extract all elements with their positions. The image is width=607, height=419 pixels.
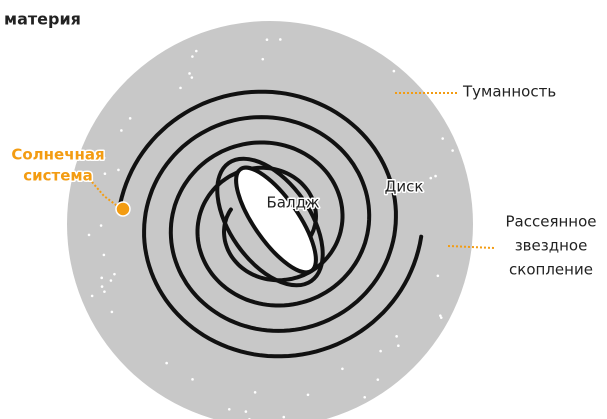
star <box>100 285 104 288</box>
star <box>109 279 113 282</box>
star <box>90 294 94 298</box>
star <box>279 38 282 41</box>
spiral-arms <box>116 89 424 359</box>
star <box>253 391 257 394</box>
solar-system-label: Солнечная <box>11 146 104 164</box>
star <box>87 233 91 237</box>
star <box>363 395 367 399</box>
spiral-arm <box>116 89 398 333</box>
star <box>379 349 382 353</box>
star <box>261 57 265 61</box>
stars <box>87 38 454 419</box>
star <box>341 367 344 371</box>
star <box>102 156 106 160</box>
star <box>195 49 198 53</box>
star <box>282 415 286 419</box>
bulge <box>234 165 318 275</box>
star <box>441 137 444 140</box>
cluster-label: скопление <box>509 261 593 279</box>
nebula-label: Туманность <box>462 83 556 101</box>
star <box>227 407 231 411</box>
cluster-label: Рассеянное <box>505 213 596 231</box>
disk-label: Диск <box>385 178 424 196</box>
star <box>439 316 443 319</box>
star <box>103 172 107 176</box>
star <box>120 129 123 132</box>
solar-system-label: система <box>23 167 93 185</box>
star <box>191 378 194 381</box>
star <box>392 69 396 73</box>
star <box>439 314 442 317</box>
star <box>99 224 103 227</box>
star <box>113 272 116 276</box>
star <box>165 361 168 365</box>
bulge-ring <box>215 156 325 288</box>
star <box>397 344 400 348</box>
star <box>429 176 433 180</box>
star <box>110 310 114 314</box>
star <box>265 38 269 41</box>
star <box>306 393 310 397</box>
star <box>100 276 104 280</box>
star <box>451 149 454 152</box>
star <box>244 410 248 413</box>
star <box>190 76 194 79</box>
star <box>179 86 182 90</box>
title: материя <box>4 10 81 29</box>
star <box>188 72 191 75</box>
star <box>103 290 106 293</box>
star <box>436 274 440 278</box>
solar-system-dot <box>115 201 131 217</box>
cluster-label: звездное <box>515 237 588 255</box>
star <box>376 378 380 381</box>
star <box>128 117 132 120</box>
spiral-arm <box>142 115 424 359</box>
star <box>191 55 194 58</box>
star <box>117 168 120 172</box>
bulge-label: Балдж <box>267 194 320 212</box>
star <box>434 174 437 178</box>
star <box>102 253 106 257</box>
star <box>395 335 398 338</box>
